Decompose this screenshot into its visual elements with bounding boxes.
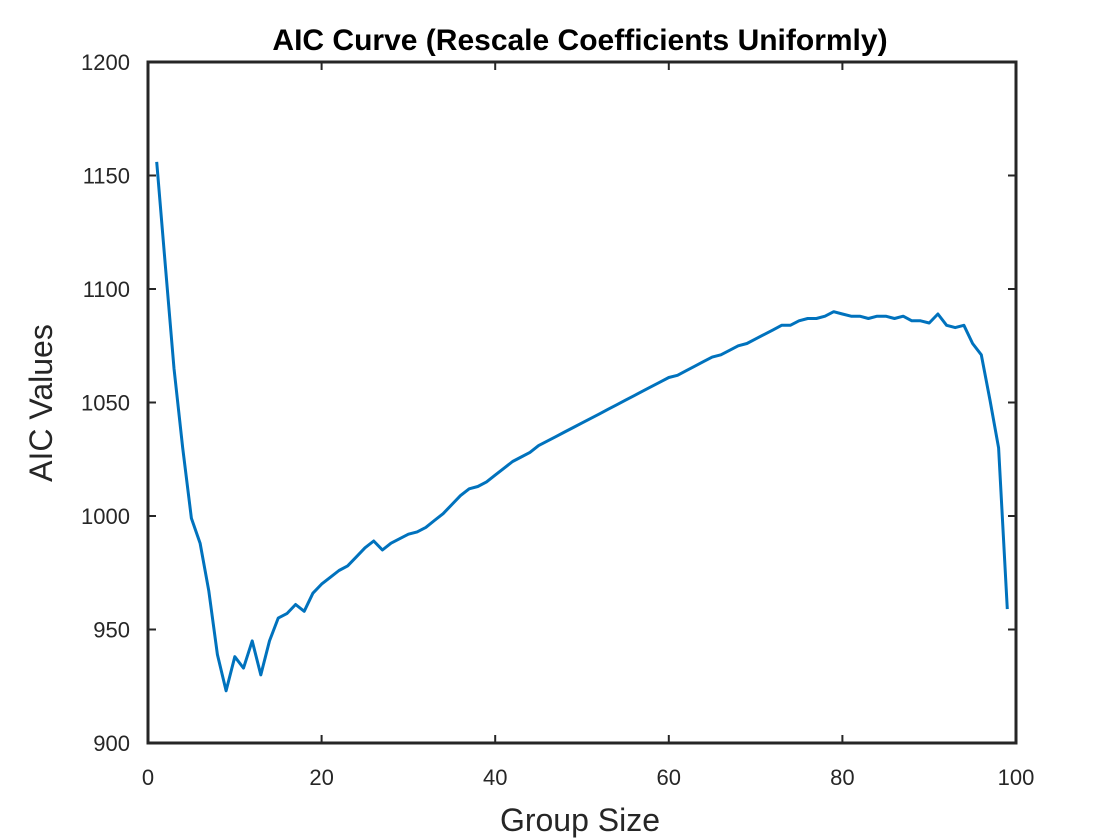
axes	[146, 60, 1018, 745]
y-tick-label: 900	[93, 731, 130, 756]
x-tick-label: 0	[142, 765, 154, 790]
series-line	[155, 161, 1009, 693]
axes-box	[146, 60, 1018, 745]
y-tick-label: 1100	[83, 277, 130, 302]
y-tick-label: 950	[93, 618, 130, 643]
y-tick-label: 1050	[81, 391, 130, 416]
ticks: 0 20 40 60 80 100 900 950 1000 1050 1100 1150 1200	[81, 50, 1034, 790]
x-tick-label: 80	[830, 765, 854, 790]
y-tick-label: 1150	[83, 164, 130, 189]
x-tick-label: 100	[998, 765, 1035, 790]
chart-title: AIC Curve (Rescale Coefficients Uniforml…	[272, 24, 887, 57]
y-tick-label: 1000	[81, 504, 130, 529]
x-tick-label: 40	[483, 765, 507, 790]
y-tick-label: 1200	[81, 50, 130, 75]
x-axis-label: Group Size	[500, 802, 660, 838]
x-tick-label: 20	[309, 765, 333, 790]
x-tick-label: 60	[657, 765, 681, 790]
plot-area	[155, 161, 1009, 693]
y-axis-label: AIC Values	[23, 324, 59, 482]
